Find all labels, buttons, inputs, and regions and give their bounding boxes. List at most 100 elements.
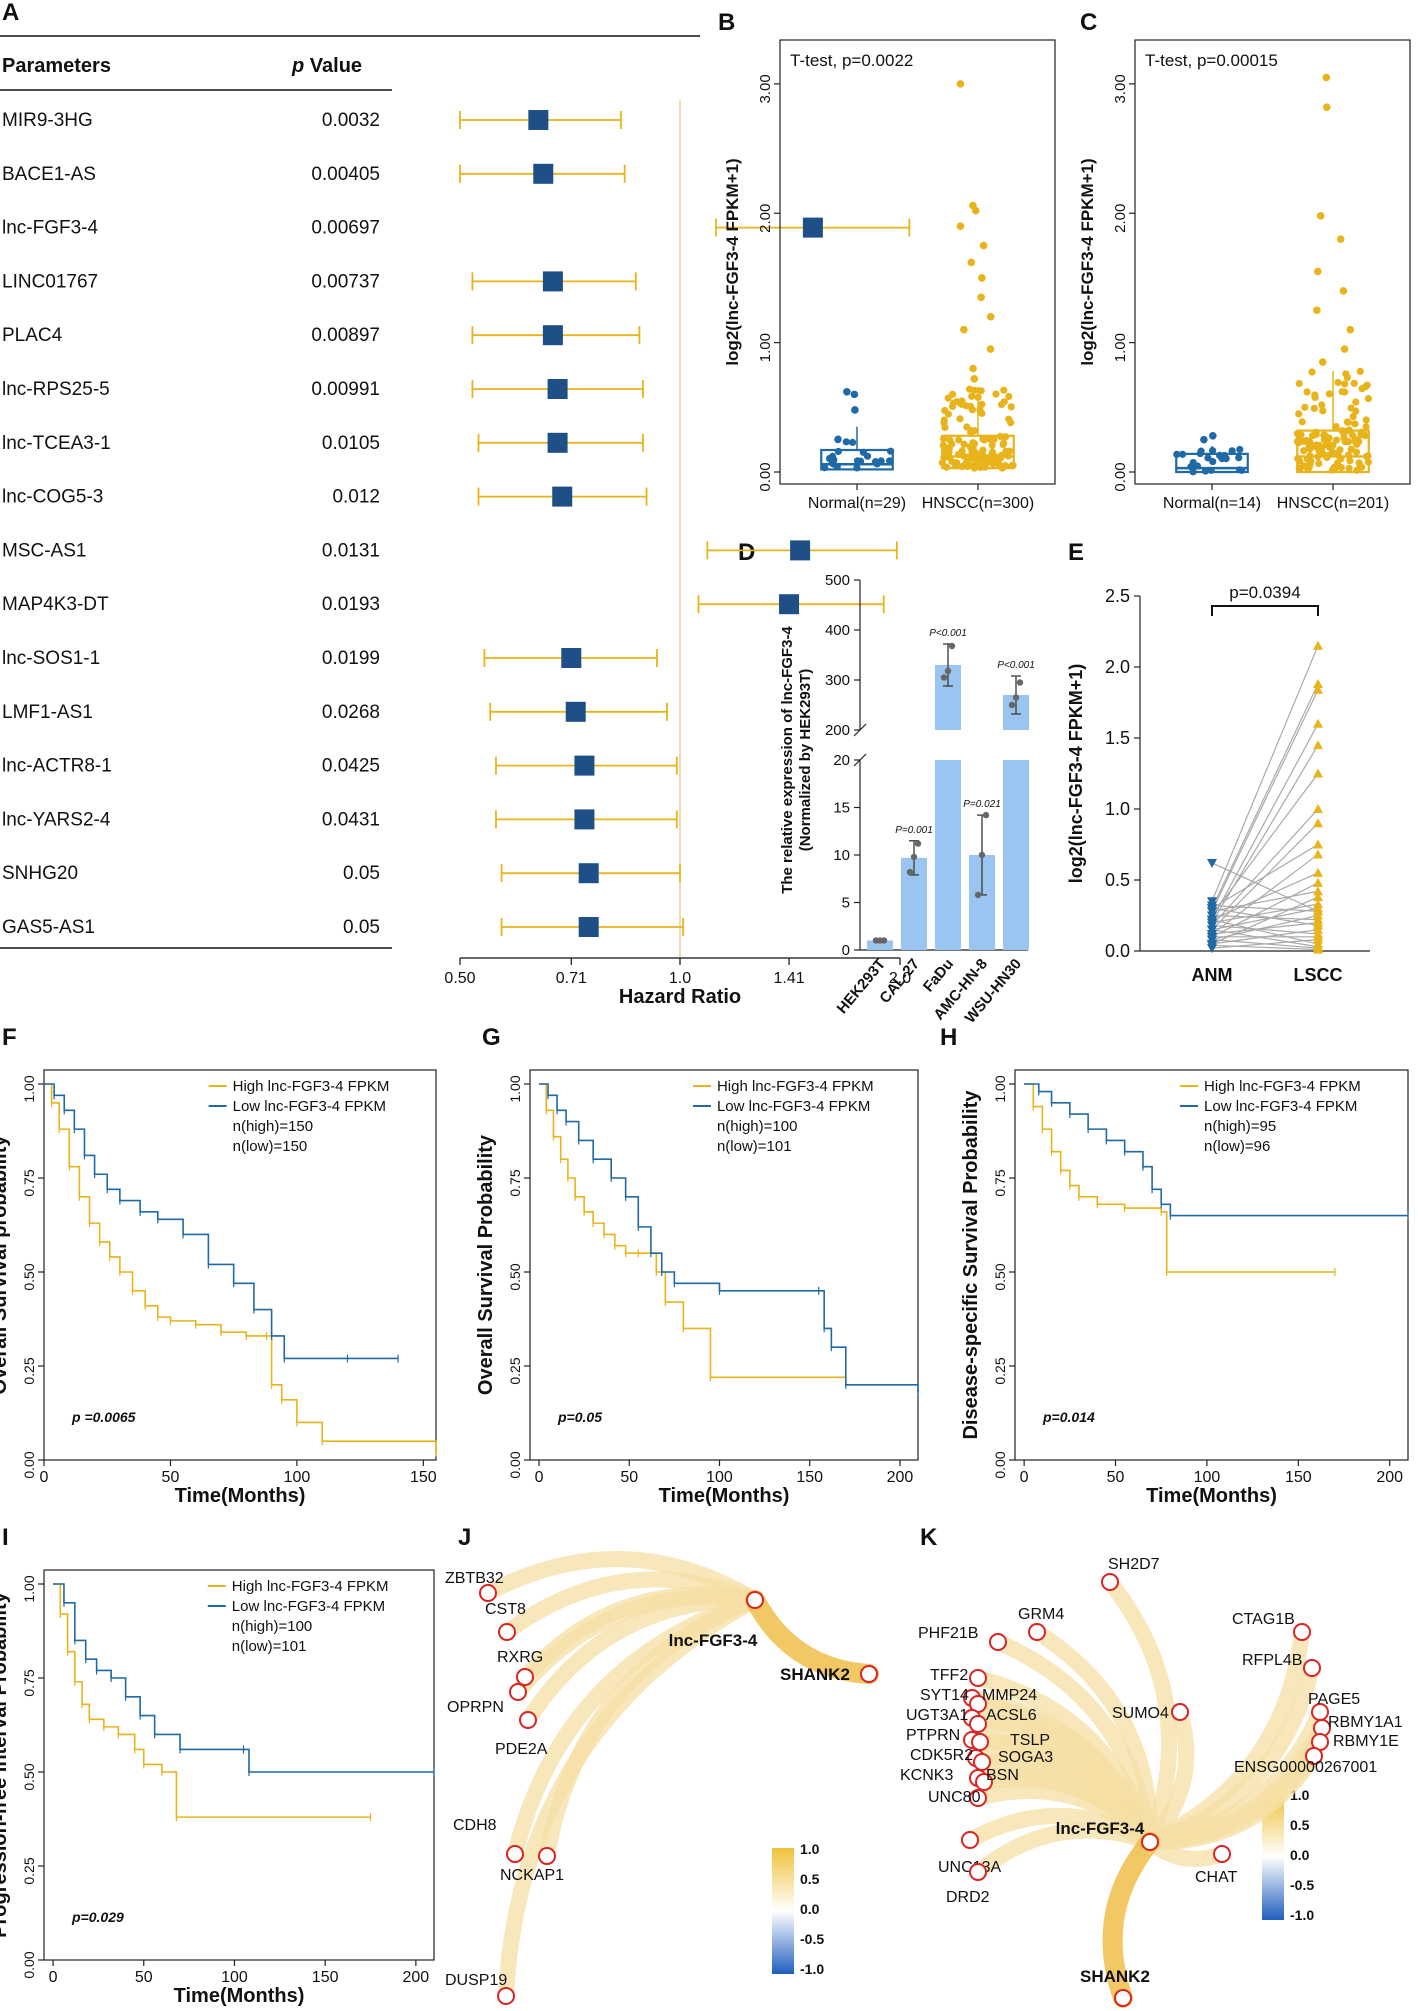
jitter-point <box>969 444 977 452</box>
hr-marker <box>533 163 554 184</box>
jitter-point <box>1362 423 1370 431</box>
hr-marker <box>542 271 563 292</box>
gene-node <box>1101 1573 1119 1591</box>
jitter-point <box>1303 388 1311 396</box>
jitter-point <box>960 440 968 448</box>
jitter-point <box>1332 423 1340 431</box>
km-plot-f: 0.00 0.25 0.50 0.75 1.00 0 50 100 150 Time(Months… <box>0 1069 437 1507</box>
jitter-point <box>990 435 998 444</box>
jitter-point <box>980 457 988 465</box>
y-tick-label: 0.00 <box>757 462 774 491</box>
jitter-point <box>978 400 986 408</box>
outlier-point <box>969 201 977 210</box>
x-tick-label: 50 <box>162 1469 180 1486</box>
outlier-point <box>969 364 977 373</box>
outlier-point <box>956 80 965 88</box>
jitter-point <box>969 439 977 447</box>
jitter-point <box>994 456 1002 464</box>
jitter-point <box>1002 447 1010 456</box>
hr-marker <box>574 809 595 830</box>
gene-label: TFF2 <box>930 1667 968 1684</box>
bar-p-value: P=0.001 <box>895 825 933 836</box>
p-value: p=0.0022 <box>842 51 913 70</box>
x-tick-label: 0 <box>535 1469 544 1486</box>
pair-line <box>1211 773 1319 916</box>
gene-label: ENSG00000267001 <box>1234 1759 1377 1776</box>
lscc-marker <box>1313 804 1323 813</box>
lscc-marker <box>1313 684 1323 694</box>
y-axis-title-2: (Normalized by HEK293T) <box>797 669 814 852</box>
row-p-value: 0.0425 <box>322 756 380 777</box>
plot-frame <box>43 1069 437 1461</box>
jitter-point <box>944 394 952 402</box>
lscc-marker <box>1313 640 1323 650</box>
gene-node <box>969 1863 987 1881</box>
jitter-point <box>1336 446 1344 454</box>
hr-marker <box>802 217 823 238</box>
km-p-value: p =0.0065 <box>71 1409 136 1425</box>
y-tick-label: 1.00 <box>507 1075 523 1102</box>
row-name: LMF1-AS1 <box>2 702 93 723</box>
jitter-point <box>848 438 857 447</box>
anm-marker <box>1207 858 1217 868</box>
gene-node <box>479 1584 497 1602</box>
gene-label: NCKAP1 <box>500 1867 564 1884</box>
y-tick-label: 10 <box>833 847 850 864</box>
gene-label: RXRG <box>497 1649 543 1666</box>
jitter-point <box>946 436 954 444</box>
legend-high-label: High lnc-FGF3-4 FPKM <box>232 1578 389 1595</box>
outlier-point <box>1323 103 1331 111</box>
pair-line <box>1211 723 1319 921</box>
boxplot-b: 0.00 1.00 2.00 3.00 log2(lnc-FGF3-4 FPKM+1) T… <box>723 39 1056 512</box>
jitter-point <box>1344 418 1352 426</box>
n-high-label: n(high)=100 <box>232 1618 312 1635</box>
replicate-point <box>940 674 948 681</box>
jitter-point <box>1347 404 1355 412</box>
lscc-marker <box>1313 849 1323 859</box>
gene-node <box>1213 1845 1231 1863</box>
x-tick-label: 1.0 <box>669 970 691 987</box>
x-axis-title: Time(Months) <box>174 1985 305 2007</box>
legend-high-label: High lnc-FGF3-4 FPKM <box>1204 1078 1361 1095</box>
replicate-point <box>978 851 986 859</box>
jitter-point <box>999 440 1007 449</box>
y-tick-label: 1.00 <box>21 1575 37 1602</box>
correlation-edge <box>1102 1832 1160 2008</box>
jitter-point <box>1295 379 1303 388</box>
jitter-point <box>863 452 872 460</box>
jitter-point <box>1325 434 1333 442</box>
x-tick-label: 150 <box>796 1469 823 1486</box>
jitter-point <box>1345 464 1353 472</box>
network-k: 1.00.50.0-0.5-1.0lnc-FGF3-4SH2D7GRM4PHF2… <box>900 1556 1403 2008</box>
pair-line <box>1211 914 1319 921</box>
replicate-point <box>948 642 956 650</box>
y-axis-title: Overall Survival Probability <box>475 1134 497 1395</box>
x-tick-label: HNSCC(n=201) <box>1277 495 1389 512</box>
hr-marker <box>790 540 811 561</box>
replicate-point <box>910 853 918 861</box>
y-tick-label: 3.00 <box>1112 74 1129 103</box>
jitter-point <box>1310 404 1318 412</box>
color-scale-tick: 0.5 <box>1290 1817 1310 1833</box>
row-p-value: 0.0268 <box>322 702 380 723</box>
jitter-point <box>944 410 953 418</box>
gene-node <box>506 1845 524 1863</box>
pair-line <box>1211 904 1319 912</box>
y-tick-label: 0.00 <box>992 1451 1008 1478</box>
pair-line <box>1211 645 1319 902</box>
y-tick-label: 1.0 <box>1105 799 1130 819</box>
row-p-value: 0.012 <box>332 487 380 508</box>
row-p-value: 0.0131 <box>322 540 380 561</box>
n-high-label: n(high)=150 <box>233 1118 313 1135</box>
high-expression-curve <box>53 1583 371 1818</box>
y-tick-label: 0.50 <box>21 1763 37 1790</box>
bar-p-value: P<0.001 <box>929 628 967 639</box>
outlier-point <box>1316 212 1325 220</box>
lscc-marker <box>1313 679 1323 689</box>
gene-label: RBMY1A1 <box>1328 1714 1403 1731</box>
color-scale-tick: 0.0 <box>800 1901 820 1917</box>
pair-line <box>1211 929 1319 948</box>
panel-label-b: B <box>718 9 735 36</box>
color-scale-tick: 0.5 <box>800 1871 820 1887</box>
jitter-point <box>940 416 948 424</box>
